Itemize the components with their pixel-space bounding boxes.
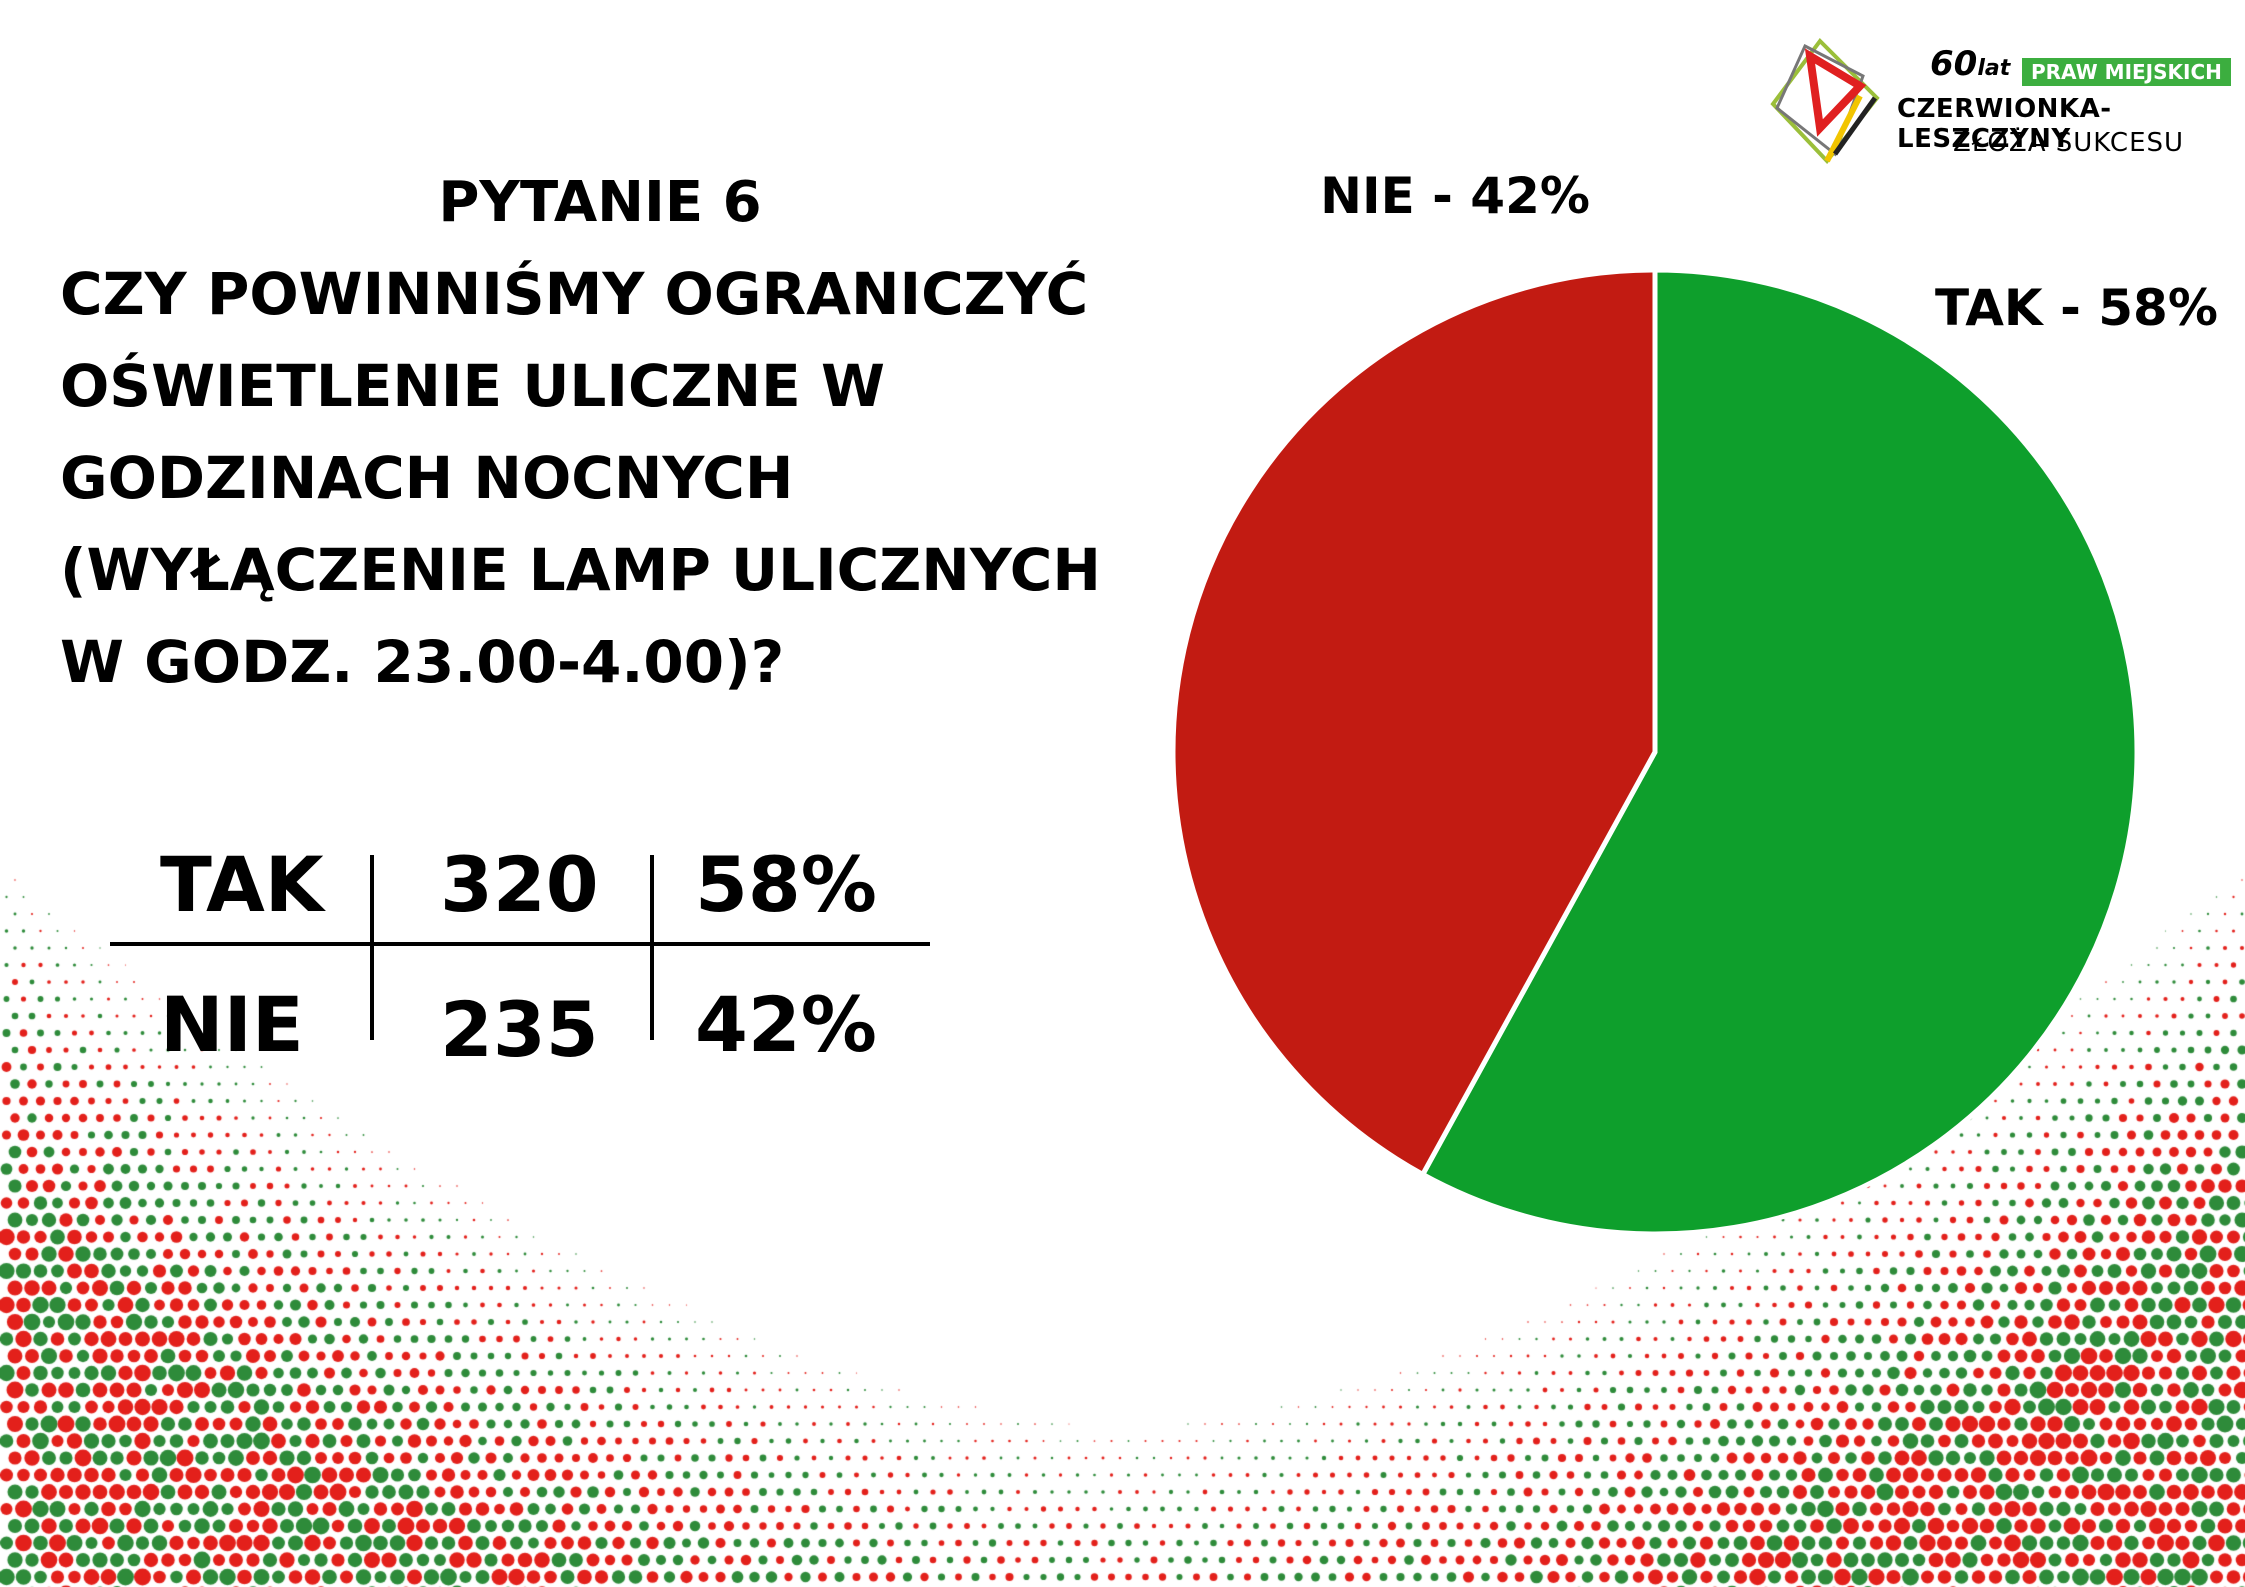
question-number: PYTANIE 6: [438, 170, 762, 235]
table-divider-vertical: [650, 855, 654, 1040]
pie-label-tak: TAK - 58%: [1935, 279, 2218, 337]
pie-labels: TAK - 58% NIE - 42%: [1320, 167, 2218, 337]
table-cell-answer: TAK: [160, 840, 324, 929]
table-divider-vertical: [370, 855, 374, 1040]
pie-slices: [1170, 267, 2140, 1237]
results-table: TAK 320 58% NIE 235 42%: [110, 820, 940, 1074]
table-cell-percent: 58%: [695, 840, 877, 929]
table-cell-percent: 42%: [695, 980, 877, 1069]
table-cell-count: 320: [440, 840, 599, 929]
city-logo: 60lat PRAW MIEJSKICH CZERWIONKA-LESZCZYN…: [1765, 36, 2235, 166]
question-text: CZY POWINNIŚMY OGRANICZYĆ OŚWIETLENIE UL…: [60, 260, 1101, 696]
question-block: PYTANIE 6 CZY POWINNIŚMY OGRANICZYĆ OŚWI…: [60, 158, 1180, 708]
logo-city-name: CZERWIONKA-LESZCZYNY: [1897, 94, 2112, 154]
table-divider-horizontal: [110, 942, 930, 946]
pie-slice-tak: [1419, 267, 2140, 1237]
pie-label-nie: NIE - 42%: [1320, 167, 1590, 225]
logo-badge: PRAW MIEJSKICH: [2022, 58, 2231, 86]
table-cell-count: 235: [440, 985, 599, 1074]
table-cell-answer: NIE: [160, 980, 304, 1069]
diamond-logo-icon: [1770, 37, 1880, 165]
logo-slogan: ZŁOŻA SUKCESU: [1953, 128, 2185, 158]
logo-anniversary: 60lat: [1930, 44, 2011, 84]
pie-slice-nie: [1170, 267, 1658, 1178]
